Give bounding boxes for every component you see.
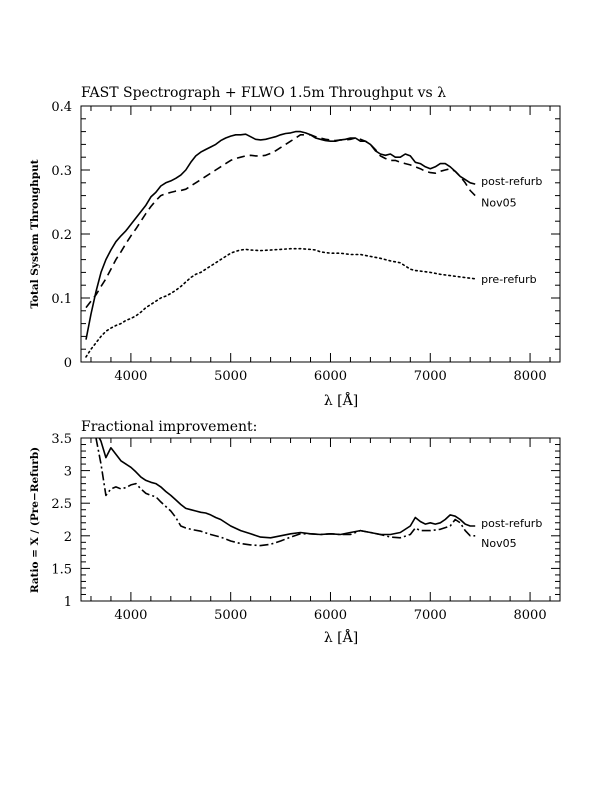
y-axis-label: Ratio = X / (Pre−Refurb) (29, 447, 41, 593)
series-label: post-refurb (481, 175, 542, 188)
y-tick-label: 3.5 (51, 432, 72, 447)
series-line-nov05 (95, 438, 476, 547)
x-axis-label: λ [Å] (324, 628, 358, 646)
throughput-panel: FAST Spectrograph + FLWO 1.5m Throughput… (29, 85, 561, 409)
series-label: pre-refurb (481, 273, 536, 286)
y-tick-label: 3 (64, 465, 72, 480)
x-tick-label: 6000 (314, 369, 347, 384)
series-label: Nov05 (481, 537, 516, 550)
x-tick-label: 7000 (414, 608, 447, 623)
plot-area: 4000 5000 6000 7000 8000 1 1.5 2 2.5 3 3.5 post-ref… (51, 432, 561, 623)
x-tick-label: 4000 (114, 608, 147, 623)
y-tick-label: 0.1 (51, 292, 72, 307)
series-line-post-refurb (85, 130, 476, 340)
y-tick-label: 2.5 (51, 497, 72, 512)
x-tick-label: 8000 (514, 608, 547, 623)
series-line-pre-refurb (85, 247, 476, 358)
y-tick-label: 0 (64, 356, 72, 371)
chart-title: Fractional improvement: (81, 419, 257, 435)
plot-area: 4000 5000 6000 7000 8000 0 0.1 0.2 0.3 0.4 post-re… (51, 100, 561, 384)
y-tick-label: 1.5 (51, 562, 72, 577)
y-tick-label: 0.3 (51, 164, 72, 179)
x-tick-label: 4000 (114, 369, 147, 384)
series-label: post-refurb (481, 517, 542, 530)
series-line-post-refurb (98, 438, 476, 539)
y-tick-label: 0.2 (51, 228, 72, 243)
series-label: Nov05 (481, 197, 516, 210)
x-tick-label: 5000 (214, 369, 247, 384)
y-tick-label: 1 (64, 595, 72, 610)
series-line-nov05 (85, 134, 476, 309)
x-tick-label: 7000 (414, 369, 447, 384)
y-axis-label: Total System Throughput (29, 159, 41, 308)
x-tick-label: 5000 (214, 608, 247, 623)
y-tick-label: 2 (64, 530, 72, 545)
x-tick-label: 6000 (314, 608, 347, 623)
x-axis-label: λ [Å] (324, 391, 358, 409)
chart-title: FAST Spectrograph + FLWO 1.5m Throughput… (81, 85, 446, 101)
plot-frame (80, 437, 561, 602)
plot-frame (80, 105, 561, 363)
y-tick-label: 0.4 (51, 100, 72, 115)
x-tick-label: 8000 (514, 369, 547, 384)
improvement-panel: Fractional improvement: 4000 5000 6000 7000… (29, 419, 561, 646)
